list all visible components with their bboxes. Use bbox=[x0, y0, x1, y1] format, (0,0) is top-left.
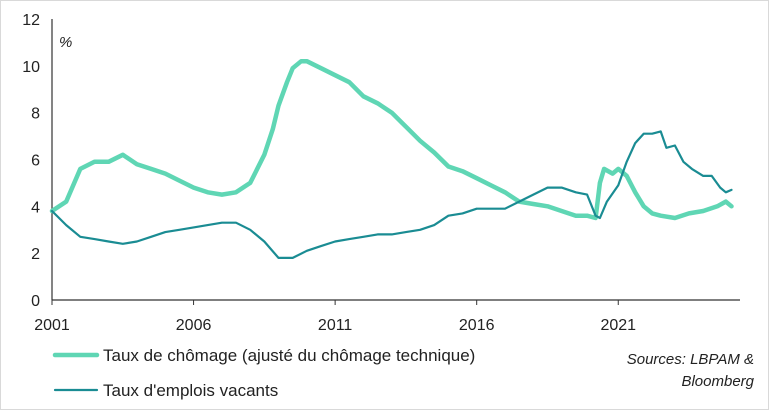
y-tick-label: 2 bbox=[31, 246, 40, 263]
x-axis-tick-marks bbox=[51, 300, 619, 305]
y-tick-label: 0 bbox=[31, 293, 40, 310]
y-tick-label: 10 bbox=[22, 59, 40, 76]
x-tick-label: 2021 bbox=[600, 317, 636, 334]
source-line-2: Bloomberg bbox=[681, 373, 754, 390]
legend: Taux de chômage (ajusté du chômage techn… bbox=[52, 346, 475, 400]
y-axis-unit-label: % bbox=[59, 34, 72, 51]
y-axis-tick-labels: 0 2 4 6 8 10 12 bbox=[22, 12, 40, 310]
y-tick-label: 4 bbox=[31, 199, 40, 216]
x-tick-label: 2006 bbox=[176, 317, 212, 334]
legend-label-2: Taux d'emplois vacants bbox=[103, 381, 278, 400]
series-layer bbox=[49, 58, 734, 259]
source-line-1: Sources: LBPAM & bbox=[627, 351, 754, 368]
x-tick-label: 2011 bbox=[318, 317, 353, 334]
x-tick-label: 2016 bbox=[459, 317, 495, 334]
series-line-1 bbox=[49, 58, 734, 221]
y-tick-label: 8 bbox=[31, 106, 40, 123]
y-tick-label: 6 bbox=[31, 153, 40, 170]
y-tick-label: 12 bbox=[22, 12, 40, 29]
x-tick-label: 2001 bbox=[34, 317, 70, 334]
series-line-2 bbox=[50, 130, 733, 259]
legend-label-1: Taux de chômage (ajusté du chômage techn… bbox=[103, 346, 475, 365]
x-axis-tick-labels: 2001 2006 2011 2016 2021 bbox=[34, 317, 636, 334]
